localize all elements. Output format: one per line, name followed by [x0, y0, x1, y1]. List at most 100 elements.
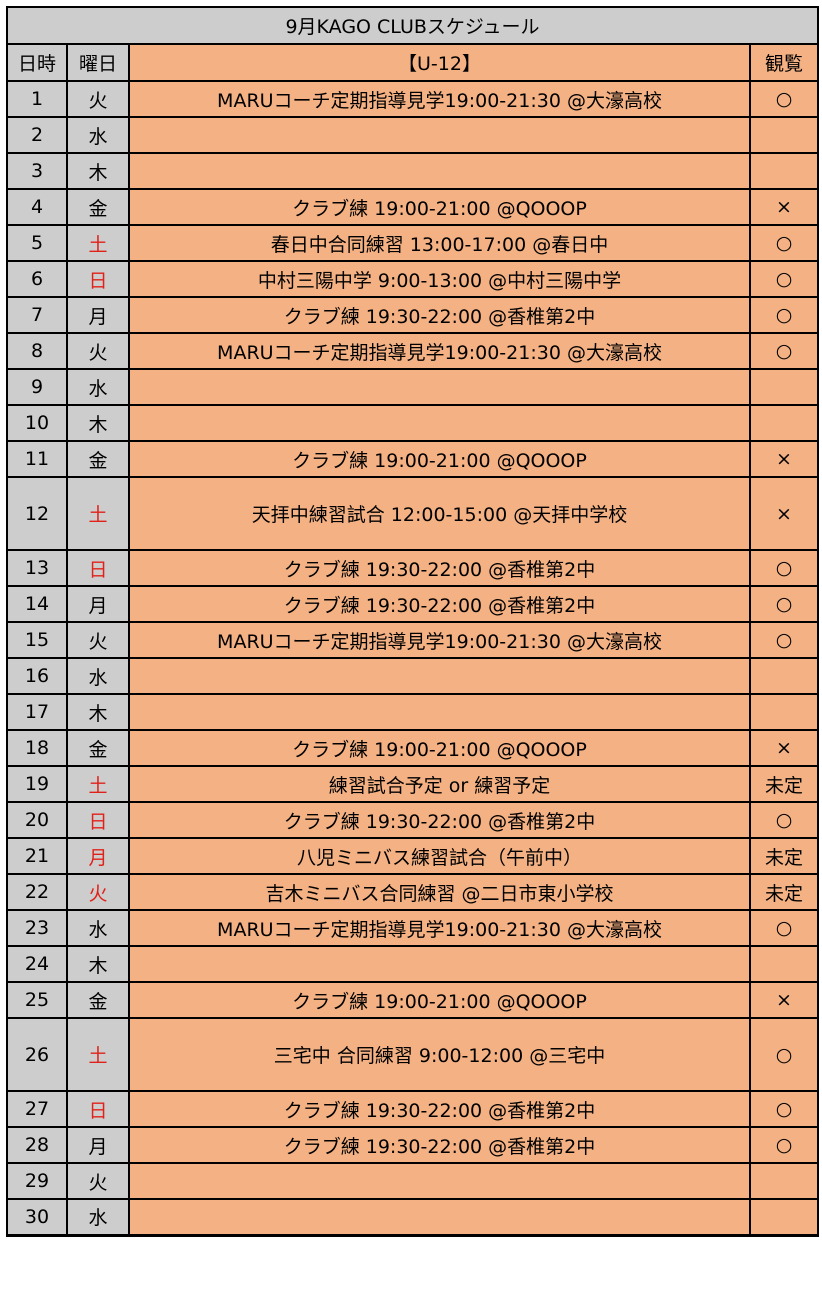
observe-cell — [749, 368, 819, 406]
weekday-cell: 火 — [66, 1162, 130, 1200]
weekday-cell: 木 — [66, 152, 130, 190]
event-cell: MARUコーチ定期指導見学19:00-21:30 @大濠高校 — [128, 80, 751, 118]
weekday-cell: 月 — [66, 296, 130, 334]
weekday-cell: 水 — [66, 368, 130, 406]
observe-cell — [749, 152, 819, 190]
event-cell: 春日中合同練習 13:00-17:00 @春日中 — [128, 224, 751, 262]
observe-cell — [749, 1198, 819, 1237]
observe-cell: 未定 — [749, 765, 819, 803]
schedule-row: 26 土三宅中 合同練習 9:00-12:00 @三宅中 ○ — [6, 1017, 819, 1092]
day-cell: 15 — [6, 621, 68, 659]
day-cell: 2 — [6, 116, 68, 154]
day-cell: 5 — [6, 224, 68, 262]
event-cell: MARUコーチ定期指導見学19:00-21:30 @大濠高校 — [128, 332, 751, 370]
event-cell: 中村三陽中学 9:00-13:00 @中村三陽中学 — [128, 260, 751, 298]
day-cell: 22 — [6, 873, 68, 911]
event-cell: クラブ練 19:30-22:00 @香椎第2中 — [128, 585, 751, 623]
event-cell: クラブ練 19:00-21:00 @QOOOP — [128, 729, 751, 767]
event-cell: クラブ練 19:30-22:00 @香椎第2中 — [128, 549, 751, 587]
schedule-row: 30 水 — [6, 1198, 819, 1237]
weekday-cell: 火 — [66, 873, 130, 911]
event-cell: MARUコーチ定期指導見学19:00-21:30 @大濠高校 — [128, 621, 751, 659]
observe-cell: ○ — [749, 801, 819, 839]
schedule-row: 27 日クラブ練 19:30-22:00 @香椎第2中 ○ — [6, 1090, 819, 1128]
day-cell: 26 — [6, 1017, 68, 1092]
day-cell: 17 — [6, 693, 68, 731]
header-observe: 観覧 — [749, 43, 819, 82]
weekday-cell: 金 — [66, 981, 130, 1019]
observe-cell: ○ — [749, 1017, 819, 1092]
weekday-cell: 火 — [66, 332, 130, 370]
weekday-cell: 日 — [66, 260, 130, 298]
schedule-row: 4 金クラブ練 19:00-21:00 @QOOOP × — [6, 188, 819, 226]
observe-cell: ○ — [749, 80, 819, 118]
day-cell: 16 — [6, 657, 68, 695]
weekday-cell: 日 — [66, 549, 130, 587]
day-cell: 13 — [6, 549, 68, 587]
observe-cell — [749, 116, 819, 154]
event-cell — [128, 657, 751, 695]
day-cell: 10 — [6, 404, 68, 442]
weekday-cell: 水 — [66, 657, 130, 695]
schedule-row: 11 金クラブ練 19:00-21:00 @QOOOP × — [6, 440, 819, 478]
observe-cell: × — [749, 440, 819, 478]
schedule-table: 9月KAGO CLUBスケジュール 日時 曜日 【U-12】 観覧 1 火 MARU… — [6, 6, 819, 1237]
schedule-row: 21 月八児ミニバス練習試合（午前中） 未定 — [6, 837, 819, 875]
event-cell — [128, 404, 751, 442]
observe-cell: ○ — [749, 1126, 819, 1164]
event-cell: クラブ練 19:30-22:00 @香椎第2中 — [128, 1126, 751, 1164]
observe-cell: 未定 — [749, 873, 819, 911]
day-cell: 30 — [6, 1198, 68, 1237]
event-cell — [128, 945, 751, 983]
observe-cell: ○ — [749, 332, 819, 370]
day-cell: 20 — [6, 801, 68, 839]
weekday-cell: 月 — [66, 585, 130, 623]
weekday-cell: 火 — [66, 621, 130, 659]
weekday-cell: 水 — [66, 909, 130, 947]
weekday-cell: 木 — [66, 693, 130, 731]
day-cell: 14 — [6, 585, 68, 623]
event-cell: クラブ練 19:30-22:00 @香椎第2中 — [128, 801, 751, 839]
observe-cell: ○ — [749, 621, 819, 659]
weekday-cell: 土 — [66, 476, 130, 551]
header-day: 日時 — [6, 43, 68, 82]
weekday-cell: 水 — [66, 1198, 130, 1237]
schedule-row: 10 木 — [6, 404, 819, 442]
day-cell: 3 — [6, 152, 68, 190]
weekday-cell: 火 — [66, 80, 130, 118]
observe-cell: × — [749, 981, 819, 1019]
observe-cell: × — [749, 188, 819, 226]
day-cell: 21 — [6, 837, 68, 875]
event-cell: クラブ練 19:30-22:00 @香椎第2中 — [128, 296, 751, 334]
observe-cell: ○ — [749, 909, 819, 947]
weekday-cell: 木 — [66, 945, 130, 983]
observe-cell: ○ — [749, 260, 819, 298]
event-cell: MARUコーチ定期指導見学19:00-21:30 @大濠高校 — [128, 909, 751, 947]
event-cell: 天拝中練習試合 12:00-15:00 @天拝中学校 — [128, 476, 751, 551]
day-cell: 18 — [6, 729, 68, 767]
day-cell: 27 — [6, 1090, 68, 1128]
weekday-cell: 日 — [66, 801, 130, 839]
observe-cell: ○ — [749, 585, 819, 623]
schedule-row: 7 月クラブ練 19:30-22:00 @香椎第2中 ○ — [6, 296, 819, 334]
schedule-row: 19 土練習試合予定 or 練習予定 未定 — [6, 765, 819, 803]
event-cell — [128, 116, 751, 154]
event-cell: 八児ミニバス練習試合（午前中） — [128, 837, 751, 875]
day-cell: 7 — [6, 296, 68, 334]
event-cell — [128, 693, 751, 731]
weekday-cell: 金 — [66, 729, 130, 767]
event-cell — [128, 1162, 751, 1200]
day-cell: 6 — [6, 260, 68, 298]
day-cell: 12 — [6, 476, 68, 551]
schedule-row: 24 木 — [6, 945, 819, 983]
day-cell: 19 — [6, 765, 68, 803]
day-cell: 8 — [6, 332, 68, 370]
observe-cell: ○ — [749, 224, 819, 262]
schedule-row: 29 火 — [6, 1162, 819, 1200]
schedule-row: 22 火吉木ミニバス合同練習 @二日市東小学校 未定 — [6, 873, 819, 911]
weekday-cell: 土 — [66, 765, 130, 803]
event-cell — [128, 1198, 751, 1237]
observe-cell: ○ — [749, 549, 819, 587]
event-cell: クラブ練 19:00-21:00 @QOOOP — [128, 981, 751, 1019]
